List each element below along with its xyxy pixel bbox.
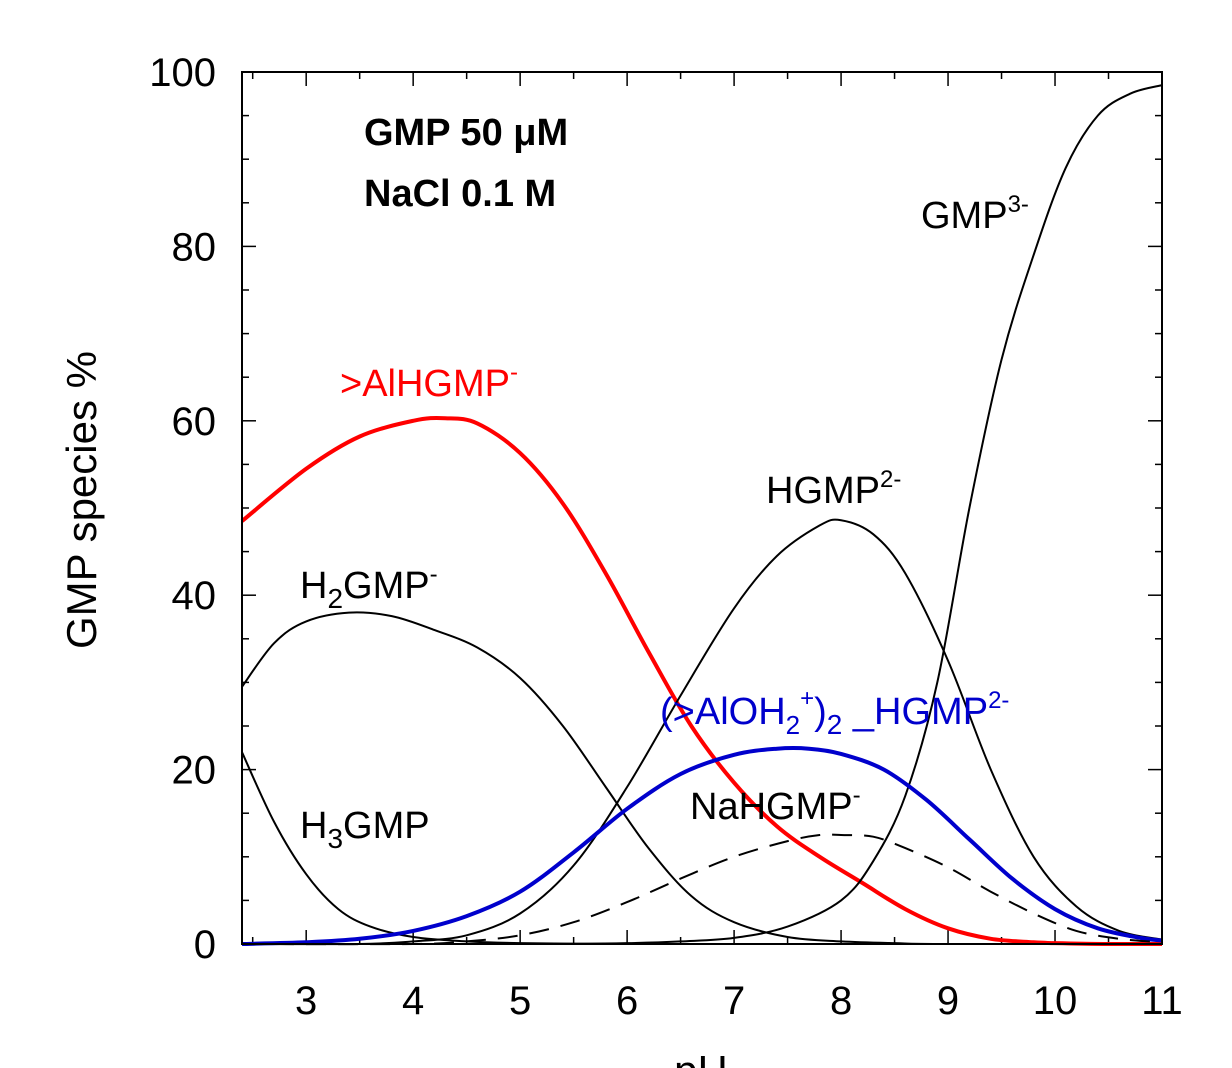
x-tick-label: 6 xyxy=(616,979,638,1023)
x-tick-label: 3 xyxy=(295,979,317,1023)
series-label-h3gmp: H3GMP xyxy=(300,805,430,854)
series-line-h3gmp xyxy=(241,751,1162,946)
series-label-aloh-hgmp: (>AlOH2+)2 _HGMP2- xyxy=(660,685,1009,740)
series-line-alhgmp xyxy=(240,415,1163,947)
x-tick-label: 7 xyxy=(723,979,745,1023)
series-line-h2gmp xyxy=(241,611,1163,946)
tick-labels-layer: 3 4 5 6 7 8 9 10 11 0 20 40 60 80 100 xyxy=(149,51,1183,1023)
annotation-nacl-concentration: NaCl 0.1 M xyxy=(364,173,556,215)
x-axis-label: pH xyxy=(674,1047,728,1068)
x-tick-label: 11 xyxy=(1141,979,1183,1023)
series-label-alhgmp: >AlHGMP- xyxy=(340,359,518,405)
y-tick-label: 0 xyxy=(194,923,216,967)
series-label-gmp3: GMP3- xyxy=(921,191,1029,237)
series-line-nahgmp xyxy=(241,833,1163,946)
annotation-gmp-concentration: GMP 50 μM xyxy=(364,112,568,154)
x-tick-label: 9 xyxy=(937,979,959,1023)
y-axis-label: GMP species % xyxy=(58,351,105,649)
series-label-nahgmp: NaHGMP- xyxy=(690,782,861,828)
x-tick-label: 8 xyxy=(830,979,852,1023)
plot-frame xyxy=(241,71,1163,945)
y-tick-label: 100 xyxy=(149,51,216,95)
y-tick-label: 80 xyxy=(172,225,217,269)
y-tick-label: 20 xyxy=(172,749,217,793)
series-line-hgmp xyxy=(241,518,1163,946)
x-tick-label: 4 xyxy=(402,979,424,1023)
series-line-aloh-hgmp xyxy=(241,745,1163,946)
y-tick-label: 40 xyxy=(172,574,217,618)
series-label-hgmp: HGMP2- xyxy=(766,466,901,512)
series-label-h2gmp: H2GMP- xyxy=(300,561,438,614)
x-tick-label: 10 xyxy=(1033,979,1078,1023)
x-tick-label: 5 xyxy=(509,979,531,1023)
series-layer xyxy=(240,84,1163,947)
y-tick-label: 60 xyxy=(172,400,217,444)
